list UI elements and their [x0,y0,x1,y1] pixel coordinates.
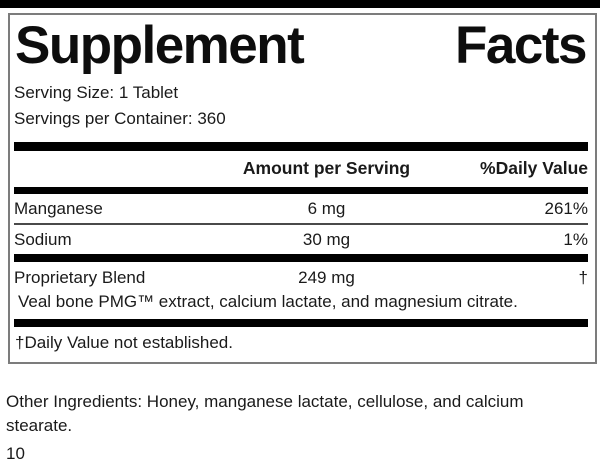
divider-bar-above-blend [14,254,588,263]
panel-title: Supplement Facts [14,17,588,73]
top-rule-bar [0,0,600,8]
divider-bar-under-header [14,187,588,195]
servings-per-container-text: Servings per Container: 360 [14,109,226,129]
serving-size-text: Serving Size: 1 Tablet [14,83,179,103]
blend-daily-value-dagger: † [578,268,588,288]
table-header-row: Amount per Serving %Daily Value [14,151,588,187]
nutrient-amount: 30 mg [302,230,351,250]
divider-bar-above-footnote [14,319,588,328]
blend-name: Proprietary Blend [14,268,146,288]
daily-value-footnote: †Daily Value not established. [15,333,233,353]
table-row-sodium: Sodium 30 mg 1% [14,225,588,254]
divider-bar-heavy-top [14,142,588,152]
supplement-facts-panel: Supplement Facts Serving Size: 1 Tablet … [8,13,597,365]
page-number: 10 [6,444,25,464]
nutrient-daily-value: 261% [544,199,588,219]
daily-value-column-header: %Daily Value [480,158,588,179]
panel-title-word-facts: Facts [455,16,587,75]
blend-amount: 249 mg [298,268,355,288]
amount-column-header: Amount per Serving [242,158,411,179]
nutrient-name: Sodium [14,230,72,250]
table-row-proprietary-blend: Proprietary Blend 249 mg † [14,262,588,289]
blend-ingredients-text: Veal bone PMG™ extract, calcium lactate,… [18,292,518,312]
nutrient-amount: 6 mg [307,199,346,219]
other-ingredients-text: Other Ingredients: Honey, manganese lact… [6,392,524,436]
panel-title-word-supplement: Supplement [15,16,305,75]
table-row-manganese: Manganese 6 mg 261% [14,194,588,226]
serving-info: Serving Size: 1 Tablet Servings per Cont… [14,80,588,132]
nutrient-daily-value: 1% [563,230,588,250]
nutrient-name: Manganese [14,199,103,219]
